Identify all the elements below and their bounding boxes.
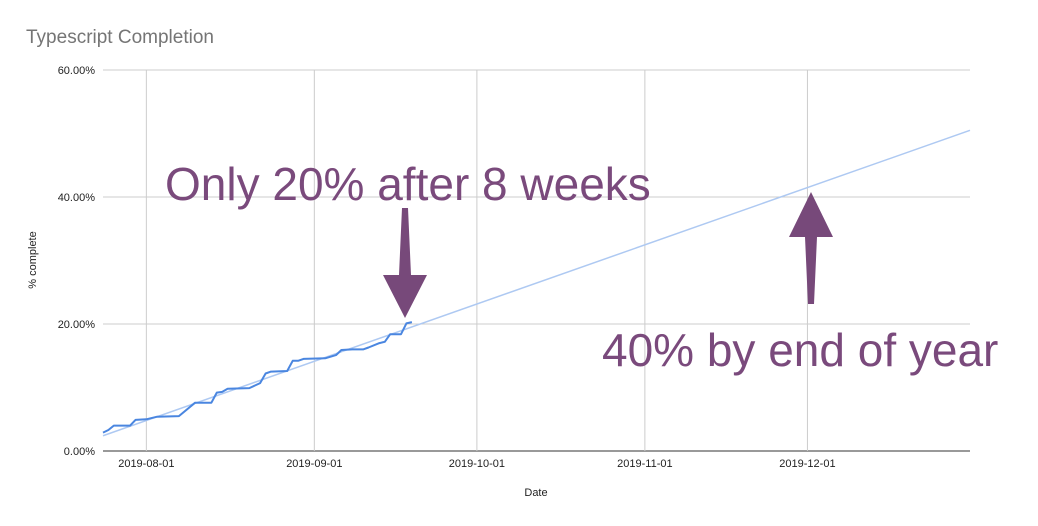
x-axis-label: Date (524, 487, 547, 499)
plot-area (102, 129, 971, 437)
y-tick-label: 60.00% (58, 65, 96, 77)
y-tick-label: 40.00% (58, 192, 96, 204)
y-ticks: 0.00% 20.00% 40.00% 60.00% (58, 65, 96, 458)
x-tick-label: 2019-08-01 (118, 458, 174, 470)
chart-title: Typescript Completion (26, 27, 214, 48)
series-line (102, 321, 413, 434)
y-tick-label: 20.00% (58, 319, 96, 331)
x-tick-label: 2019-10-01 (449, 458, 505, 470)
x-tick-label: 2019-11-01 (617, 458, 672, 470)
trendline (102, 129, 971, 437)
y-tick-label: 0.00% (64, 446, 95, 458)
x-tick-label: 2019-12-01 (779, 458, 835, 470)
grid (103, 69, 970, 452)
x-tick-label: 2019-09-01 (286, 458, 342, 470)
x-ticks: 2019-08-01 2019-09-01 2019-10-01 2019-11-01… (118, 458, 835, 470)
annotation-only-20-percent: Only 20% after 8 weeks (165, 158, 651, 210)
y-axis-label: % complete (27, 231, 39, 288)
annotation-40-percent-end-of-year: 40% by end of year (602, 324, 998, 376)
arrow-up-icon (789, 192, 833, 304)
arrow-down-icon (383, 208, 427, 318)
